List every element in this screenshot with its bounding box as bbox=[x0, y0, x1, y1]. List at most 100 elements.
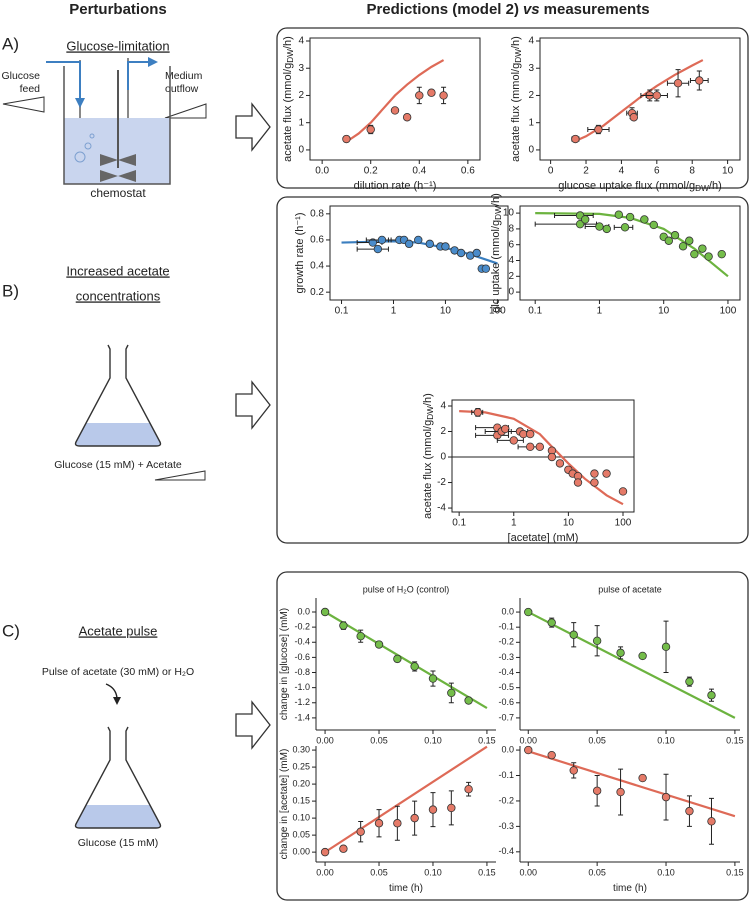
open-arrow bbox=[235, 380, 271, 430]
y-tick-label: 0.0 bbox=[501, 606, 514, 616]
data-point bbox=[447, 803, 456, 813]
x-tick-label: 100 bbox=[720, 306, 737, 317]
data-point bbox=[670, 231, 680, 240]
y-tick-label: -1.4 bbox=[294, 712, 310, 722]
x-tick-label: 0.1 bbox=[528, 306, 542, 317]
flask-medium bbox=[75, 805, 161, 828]
data-point bbox=[707, 817, 716, 826]
y-tick-label: -0.1 bbox=[498, 770, 514, 780]
x-tick-label: 10 bbox=[722, 166, 734, 177]
data-point bbox=[590, 478, 599, 487]
flask-outline bbox=[74, 726, 162, 829]
open-arrow bbox=[235, 102, 271, 152]
y-tick-label: 10 bbox=[503, 208, 515, 219]
label-part: DW bbox=[286, 49, 295, 63]
data-point bbox=[661, 792, 671, 802]
data-point bbox=[620, 223, 630, 232]
label-part: /h) bbox=[422, 393, 434, 406]
stirrer-blade bbox=[100, 170, 118, 182]
data-point bbox=[377, 235, 387, 245]
data-point bbox=[415, 91, 424, 100]
y-tick-label: -4 bbox=[437, 503, 446, 514]
axis-label: glucose uptake flux (mmol/gDW/h) bbox=[558, 180, 722, 193]
y-tick-label: -0.5 bbox=[498, 682, 514, 692]
outflow-label: outflow bbox=[165, 83, 199, 95]
y-tick-label: 0.0 bbox=[297, 606, 310, 616]
data-point bbox=[526, 429, 535, 439]
chart-title: pulse of H₂O (control) bbox=[363, 584, 450, 594]
flask-outline bbox=[74, 344, 162, 447]
y-tick-label: 2 bbox=[528, 90, 534, 101]
plot-frame bbox=[519, 205, 741, 301]
data-point bbox=[339, 621, 348, 630]
data-point bbox=[555, 459, 565, 468]
data-point bbox=[592, 636, 602, 645]
label-part: glucose uptake flux (mmol/g bbox=[558, 180, 695, 192]
y-tick-label: 3 bbox=[528, 63, 534, 74]
x-tick-label: 0.2 bbox=[364, 166, 378, 177]
x-tick-label: 4 bbox=[619, 166, 625, 177]
left-heading: Perturbations bbox=[69, 1, 167, 18]
panel-box bbox=[276, 196, 749, 544]
y-tick-label: 0 bbox=[508, 287, 514, 298]
data-point bbox=[414, 235, 423, 245]
x-tick-label: 1 bbox=[391, 306, 397, 317]
y-tick-label: 0.0 bbox=[501, 744, 514, 754]
axis-label: acetate flux (mmol/gDW/h) bbox=[422, 393, 435, 519]
data-point bbox=[428, 805, 438, 814]
x-tick-label: 0.00 bbox=[316, 867, 334, 877]
data-point bbox=[339, 844, 348, 853]
panel-title: Acetate pulse bbox=[79, 623, 158, 638]
data-point bbox=[616, 648, 625, 658]
y-tick-label: 0.10 bbox=[292, 812, 310, 822]
model-line bbox=[573, 59, 704, 143]
data-point bbox=[524, 607, 533, 617]
label-part: change in [glucose] (mM) bbox=[279, 608, 290, 720]
bubble bbox=[74, 151, 86, 163]
x-tick-label: 0.05 bbox=[588, 735, 606, 745]
x-tick-label: 0.10 bbox=[657, 867, 675, 877]
data-point bbox=[441, 242, 450, 251]
data-point bbox=[678, 242, 688, 251]
y-tick-label: -0.4 bbox=[294, 637, 310, 647]
open-arrow bbox=[235, 700, 271, 750]
data-point bbox=[573, 478, 583, 487]
chart-title: pulse of acetate bbox=[598, 584, 662, 594]
axis-label: change in [glucose] (mM) bbox=[279, 608, 290, 720]
y-tick-label: -0.7 bbox=[498, 712, 514, 722]
flask bbox=[74, 726, 162, 829]
data-point bbox=[580, 215, 590, 224]
label-part: acetate flux (mmol/g bbox=[282, 63, 294, 162]
x-tick-label: 0.00 bbox=[519, 867, 537, 877]
x-tick-label: 0.05 bbox=[370, 867, 388, 877]
y-tick-label: -1.2 bbox=[294, 697, 310, 707]
x-tick-label: 0.4 bbox=[412, 166, 426, 177]
data-point bbox=[390, 106, 400, 115]
y-tick-label: 4 bbox=[528, 36, 534, 47]
heading-part: measurements bbox=[544, 1, 650, 18]
x-tick-label: 2 bbox=[583, 166, 589, 177]
label-part: dilution rate (h⁻¹) bbox=[354, 180, 437, 192]
y-tick-label: 0 bbox=[440, 452, 446, 463]
x-tick-label: 0.05 bbox=[370, 735, 388, 745]
y-tick-label: -0.3 bbox=[498, 652, 514, 662]
label-part: acetate flux (mmol/g bbox=[510, 63, 522, 162]
vessel bbox=[63, 66, 171, 185]
data-point bbox=[464, 696, 473, 705]
label-part: /h) bbox=[490, 193, 502, 206]
y-tick-label: -0.2 bbox=[294, 621, 310, 631]
y-tick-label: 0.25 bbox=[292, 761, 310, 771]
medium-label: Glucose (15 mM) bbox=[78, 837, 159, 849]
panel-title: Increased acetate bbox=[66, 263, 169, 278]
heading-part: Predictions (model 2) bbox=[366, 1, 519, 18]
y-tick-label: 1 bbox=[298, 117, 304, 128]
y-tick-label: 2 bbox=[440, 426, 446, 437]
data-point bbox=[685, 806, 694, 816]
data-point bbox=[698, 244, 707, 253]
label-part: time (h) bbox=[389, 883, 423, 894]
bubble bbox=[89, 133, 95, 139]
data-point bbox=[569, 630, 578, 639]
x-tick-label: 6 bbox=[654, 166, 660, 177]
y-tick-label: -0.1 bbox=[498, 622, 514, 632]
y-tick-label: 0.8 bbox=[310, 208, 324, 219]
